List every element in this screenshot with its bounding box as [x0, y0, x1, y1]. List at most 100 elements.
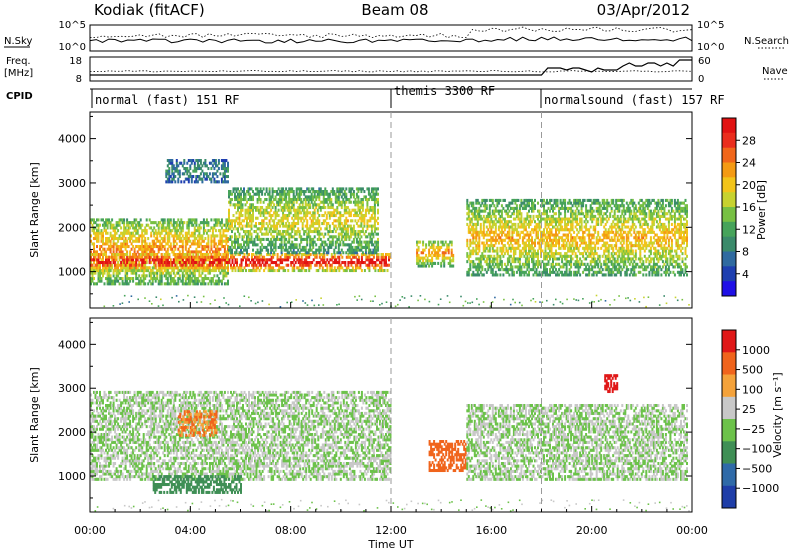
echo-cell — [199, 258, 202, 262]
echo-cell — [100, 237, 103, 241]
echo-cell — [470, 252, 473, 256]
echo-cell — [187, 255, 190, 259]
echo-cell — [265, 237, 268, 241]
echo-cell — [100, 253, 103, 257]
echo-cell — [211, 255, 214, 259]
echo-cell — [264, 245, 267, 249]
echo-cell — [241, 224, 244, 228]
echo-cell — [123, 234, 126, 238]
echo-cell — [503, 198, 506, 202]
echo-cell — [469, 244, 472, 248]
echo-cell — [357, 255, 360, 259]
echo-cell — [382, 269, 384, 273]
echo-cell — [364, 248, 367, 252]
echo-cell — [526, 268, 529, 272]
echo-cell — [259, 251, 262, 255]
echo-cell — [535, 273, 538, 277]
echo-cell — [300, 248, 303, 252]
echo-cell — [273, 227, 276, 231]
echo-cell — [208, 229, 211, 233]
echo-cell — [294, 237, 297, 241]
echo-cell — [276, 269, 279, 273]
echo-cell — [240, 269, 243, 273]
echo-cell — [316, 227, 319, 231]
echo-cell — [150, 271, 153, 275]
echo-cell — [132, 221, 135, 225]
echo-cell — [145, 266, 148, 270]
echo-cell — [97, 266, 100, 270]
echo-cell — [544, 249, 547, 253]
echo-cell — [356, 266, 359, 270]
echo-cell — [333, 208, 336, 212]
echo-cell — [285, 200, 288, 204]
echo-cell — [518, 260, 521, 264]
echo-cell — [556, 262, 559, 266]
echo-cell — [265, 208, 268, 212]
echo-cell — [470, 220, 473, 224]
echo-cell — [166, 277, 169, 281]
echo-cell — [160, 282, 163, 286]
echo-cell — [354, 211, 357, 215]
echo-cell — [558, 209, 561, 213]
echo-cell — [552, 204, 554, 208]
echo-cell — [485, 225, 488, 229]
echo-cell — [144, 263, 147, 267]
echo-cell — [198, 258, 201, 262]
echo-cell — [511, 244, 514, 248]
echo-cell — [515, 209, 518, 213]
echo-cell — [307, 211, 310, 215]
echo-cell — [108, 269, 111, 273]
echo-cell — [138, 245, 141, 249]
echo-cell — [148, 245, 151, 249]
echo-cell — [342, 235, 345, 239]
echo-cell — [332, 261, 335, 265]
echo-cell — [213, 250, 216, 254]
cpid-label: CPID — [6, 91, 33, 102]
echo-cell — [540, 249, 542, 253]
echo-cell — [282, 232, 285, 236]
echo-cell — [452, 264, 455, 268]
echo-cell — [237, 216, 239, 220]
echo-cell — [278, 263, 281, 267]
echo-cell — [231, 240, 233, 244]
echo-cell — [255, 251, 257, 255]
echo-cell — [210, 263, 213, 267]
echo-cell — [202, 266, 205, 270]
echo-cell — [232, 214, 235, 218]
echo-cell — [304, 198, 307, 202]
echo-cell — [354, 269, 357, 273]
echo-cell — [558, 241, 561, 245]
echo-cell — [202, 231, 205, 235]
echo-cell — [232, 227, 235, 231]
echo-cell — [558, 222, 561, 226]
echo-cell — [467, 228, 470, 232]
echo-cell — [506, 236, 509, 240]
echo-cell — [355, 251, 358, 255]
echo-cell — [310, 219, 313, 223]
echo-cell — [523, 262, 526, 266]
echo-cell — [256, 243, 259, 247]
echo-cell — [180, 245, 183, 249]
echo-cell — [114, 279, 117, 283]
echo-cell — [372, 251, 375, 255]
echo-cell — [291, 240, 294, 244]
echo-cell — [564, 204, 567, 208]
echo-cell — [443, 256, 446, 260]
echo-cell — [508, 260, 511, 264]
echo-cell — [297, 258, 300, 262]
echo-cell — [160, 245, 163, 249]
echo-cell — [564, 214, 567, 218]
echo-cell — [496, 233, 499, 237]
echo-cell — [544, 265, 547, 269]
echo-cell — [133, 269, 136, 273]
echo-cell — [300, 211, 303, 215]
echo-cell — [231, 224, 233, 228]
echo-cell — [373, 206, 376, 210]
echo-cell — [247, 208, 250, 212]
echo-cell — [201, 261, 204, 265]
echo-cell — [293, 263, 296, 267]
echo-cell — [342, 230, 345, 234]
echo-cell — [562, 241, 565, 245]
echo-cell — [481, 273, 484, 277]
echo-cell — [114, 253, 117, 257]
